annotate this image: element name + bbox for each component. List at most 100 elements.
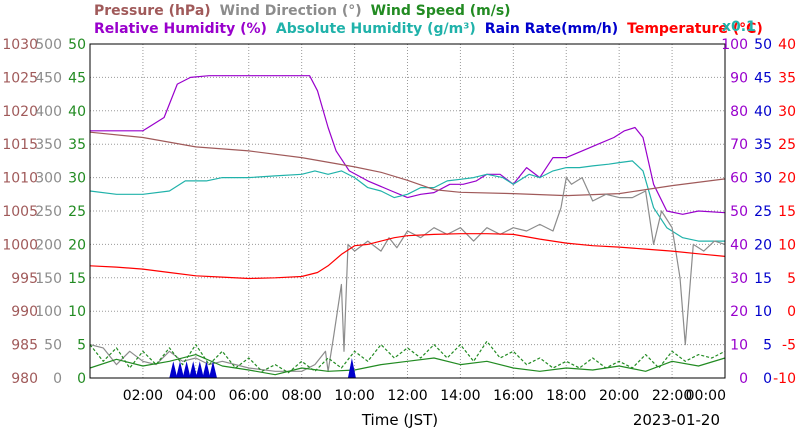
x-axis-label: Time (JST) [361, 411, 438, 429]
y-tick-rain-rate: 10 [754, 304, 772, 320]
y-tick-wind-direction: 400 [35, 104, 62, 120]
y-tick-humidity: 60 [730, 171, 748, 187]
y-tick-humidity: 30 [730, 271, 748, 287]
y-tick-temperature: 40 [778, 37, 796, 53]
y-tick-humidity: 20 [730, 304, 748, 320]
y-tick-rain-rate: 5 [763, 338, 772, 354]
legend-rain-rate-mm-h: Rain Rate(mm/h) [485, 21, 618, 37]
y-tick-wind-direction: 450 [35, 70, 62, 86]
y-tick-wind-direction: 100 [35, 304, 62, 320]
y-tick-temperature: 5 [787, 271, 796, 287]
y-tick-rain-rate: 15 [754, 271, 772, 287]
y-tick-temperature: 25 [778, 137, 796, 153]
y-tick-pressure: 1015 [2, 137, 38, 153]
x-tick-label: 02:00 [123, 388, 163, 404]
x-tick-label: 20:00 [599, 388, 639, 404]
x-axis-ticks: 02:00 04:00 06:00 08:00 10:00 12:00 14:00 16:00… [123, 388, 726, 404]
series-temperature-c [89, 233, 726, 280]
title-row-1: Pressure (hPa) Wind Direction (°) Wind Spe… [94, 3, 511, 19]
y-tick-humidity: 90 [730, 70, 748, 86]
rain-bar [202, 361, 211, 378]
y-tick-rain-rate: 50 [754, 37, 772, 53]
series-relative-humidity [90, 75, 726, 215]
title-row-2: Relative Humidity (%) Absolute Humidity (… [94, 21, 763, 37]
y-tick-rain-rate: 20 [754, 237, 772, 253]
date-label: 2023-01-20 [633, 411, 720, 429]
legend-relative-humidity: Relative Humidity (%) [94, 21, 267, 37]
y-tick-rain-rate: 0 [763, 371, 772, 387]
rain-bar [176, 361, 184, 378]
plot-area [90, 44, 725, 378]
y-tick-humidity: 0 [739, 371, 748, 387]
y-tick-wind-speed: 25 [68, 204, 86, 220]
series-wind-direction [89, 177, 726, 372]
y-tick-wind-direction: 0 [53, 371, 62, 387]
x-tick-label: 14:00 [440, 388, 480, 404]
legend-wind-direction: Wind Direction (°) [220, 3, 362, 19]
y-tick-humidity: 10 [730, 338, 748, 354]
rain-bar [182, 361, 191, 378]
series-absolute-humidity-g-m [89, 160, 725, 242]
y-tick-pressure: 990 [11, 304, 38, 320]
y-tick-rain-rate: 30 [754, 171, 772, 187]
y-tick-wind-speed: 40 [68, 104, 86, 120]
y-tick-wind-direction: 500 [35, 37, 62, 53]
x-tick-label: 22:00 [652, 388, 692, 404]
y-tick-humidity: 50 [730, 204, 748, 220]
y-tick-humidity: 40 [730, 237, 748, 253]
y-axis-ticks: 9809859909951000100510101015102010251030… [2, 37, 796, 387]
y-tick-temperature: 35 [778, 70, 796, 86]
y-tick-temperature: -5 [782, 338, 796, 354]
legend-temperature-c: Temperature (°C) [627, 21, 763, 37]
y-tick-pressure: 985 [11, 338, 38, 354]
y-tick-pressure: 980 [11, 371, 38, 387]
series-pressure-hpa [89, 131, 726, 197]
series-wind-speed-m-s [89, 354, 726, 376]
y-tick-rain-rate: 40 [754, 104, 772, 120]
x-tick-label: 18:00 [546, 388, 586, 404]
y-tick-humidity: 100 [721, 37, 748, 53]
y-tick-humidity: 70 [730, 137, 748, 153]
y-tick-wind-speed: 5 [77, 338, 86, 354]
y-tick-temperature: 10 [778, 237, 796, 253]
y-tick-wind-direction: 150 [35, 271, 62, 287]
y-tick-rain-rate: 45 [754, 70, 772, 86]
y-tick-pressure: 1030 [2, 37, 38, 53]
rain-bars [169, 358, 356, 378]
y-tick-pressure: 1010 [2, 171, 38, 187]
x-tick-label: 00:00 [686, 388, 726, 404]
legend-pressure-hpa: Pressure (hPa) [94, 3, 211, 19]
y-tick-wind-speed: 10 [68, 304, 86, 320]
x-tick-label: 08:00 [281, 388, 321, 404]
y-tick-temperature: 15 [778, 204, 796, 220]
x-tick-label: 10:00 [334, 388, 374, 404]
y-tick-temperature: 20 [778, 171, 796, 187]
rain-bar [169, 361, 178, 378]
rain-bar [189, 361, 198, 378]
y-tick-humidity: 80 [730, 104, 748, 120]
x-tick-label: 06:00 [229, 388, 269, 404]
x-tick-label: 04:00 [176, 388, 216, 404]
y-tick-temperature: 30 [778, 104, 796, 120]
y-tick-wind-direction: 50 [44, 338, 62, 354]
y-tick-wind-speed: 50 [68, 37, 86, 53]
y-tick-rain-rate: 25 [754, 204, 772, 220]
x-tick-label: 16:00 [493, 388, 533, 404]
y-tick-pressure: 1000 [2, 237, 38, 253]
legend-absolute-humidity-g-m: Absolute Humidity (g/m³) [276, 21, 476, 37]
y-tick-rain-rate: 35 [754, 137, 772, 153]
scale-note: x0.1 [722, 19, 756, 35]
y-tick-wind-speed: 20 [68, 237, 86, 253]
y-tick-wind-direction: 200 [35, 237, 62, 253]
y-tick-pressure: 1005 [2, 204, 38, 220]
rain-bar [347, 358, 356, 378]
y-tick-temperature: 0 [787, 304, 796, 320]
legend-wind-speed-m-s: Wind Speed (m/s) [371, 3, 511, 19]
y-tick-pressure: 1020 [2, 104, 38, 120]
y-tick-wind-direction: 350 [35, 137, 62, 153]
x-tick-label: 12:00 [387, 388, 427, 404]
y-tick-wind-direction: 250 [35, 204, 62, 220]
y-tick-wind-direction: 300 [35, 171, 62, 187]
y-tick-wind-speed: 0 [77, 371, 86, 387]
